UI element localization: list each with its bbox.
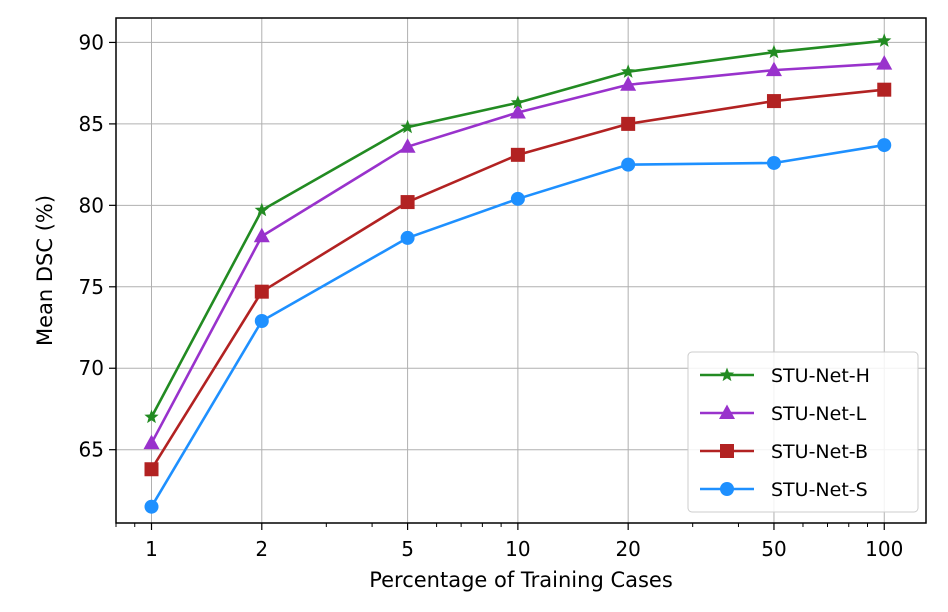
series-group [143,33,893,514]
legend[interactable]: STU-Net-H STU-Net-L STU-Net-B STU-Net-S [687,351,919,513]
series-stu-net-l [143,55,893,450]
data-point [399,138,416,153]
data-point [620,76,637,91]
series-stu-net-s [144,138,892,514]
legend-item-stu-net-l[interactable]: STU-Net-L [700,403,867,425]
legend-label: STU-Net-S [771,479,868,501]
data-point [400,119,415,134]
y-axis-label: Mean DSC (%) [33,195,57,346]
data-point [766,44,782,59]
data-point [510,147,525,162]
y-tick-label: 85 [79,112,104,136]
x-tick-label: 5 [401,537,414,561]
axis-ticks: 1 2 5 10 20 50 100 65 70 75 80 85 90 [79,30,904,561]
data-point [400,230,415,245]
data-point [144,499,159,514]
legend-box [687,351,919,513]
legend-marker [720,482,734,496]
data-point [621,157,636,172]
data-point [253,227,270,243]
data-point [877,33,892,47]
plot-frame [115,17,927,524]
x-axis-label: Percentage of Training Cases [369,568,673,592]
legend-label: STU-Net-B [771,441,868,463]
data-point [143,434,160,450]
y-tick-label: 70 [79,356,104,380]
y-tick-label: 80 [79,193,104,217]
x-tick-label: 100 [865,537,903,561]
legend-marker [720,444,734,458]
data-point [144,462,159,477]
legend-label: STU-Net-H [771,365,870,387]
series-stu-net-b [144,82,892,477]
x-tick-label: 2 [255,537,268,561]
data-point [144,409,159,424]
data-point [254,314,269,328]
data-point [766,94,781,109]
legend-item-stu-net-s[interactable]: STU-Net-S [700,479,868,501]
legend-label: STU-Net-L [771,403,867,425]
legend-marker [719,404,735,419]
data-point [877,138,892,153]
y-tick-label: 75 [79,275,104,299]
data-point [509,103,526,119]
series-stu-net-h [144,33,892,424]
data-point [510,95,526,109]
data-point [621,116,636,131]
y-tick-label: 90 [79,30,104,54]
data-point [400,195,415,210]
y-tick-label: 65 [79,438,104,462]
data-point [621,64,636,78]
legend-item-stu-net-b[interactable]: STU-Net-B [700,441,868,463]
data-point [766,155,781,170]
data-point [510,191,525,206]
data-point [876,55,893,70]
x-tick-label: 1 [145,537,158,561]
data-point [765,61,782,77]
x-tick-label: 50 [761,537,786,561]
data-point [877,82,892,97]
x-tick-label: 10 [505,537,530,561]
data-point [254,284,269,299]
legend-marker [719,367,735,382]
x-tick-label: 20 [615,537,640,561]
legend-item-stu-net-h[interactable]: STU-Net-H [700,365,870,387]
data-point [254,202,269,217]
